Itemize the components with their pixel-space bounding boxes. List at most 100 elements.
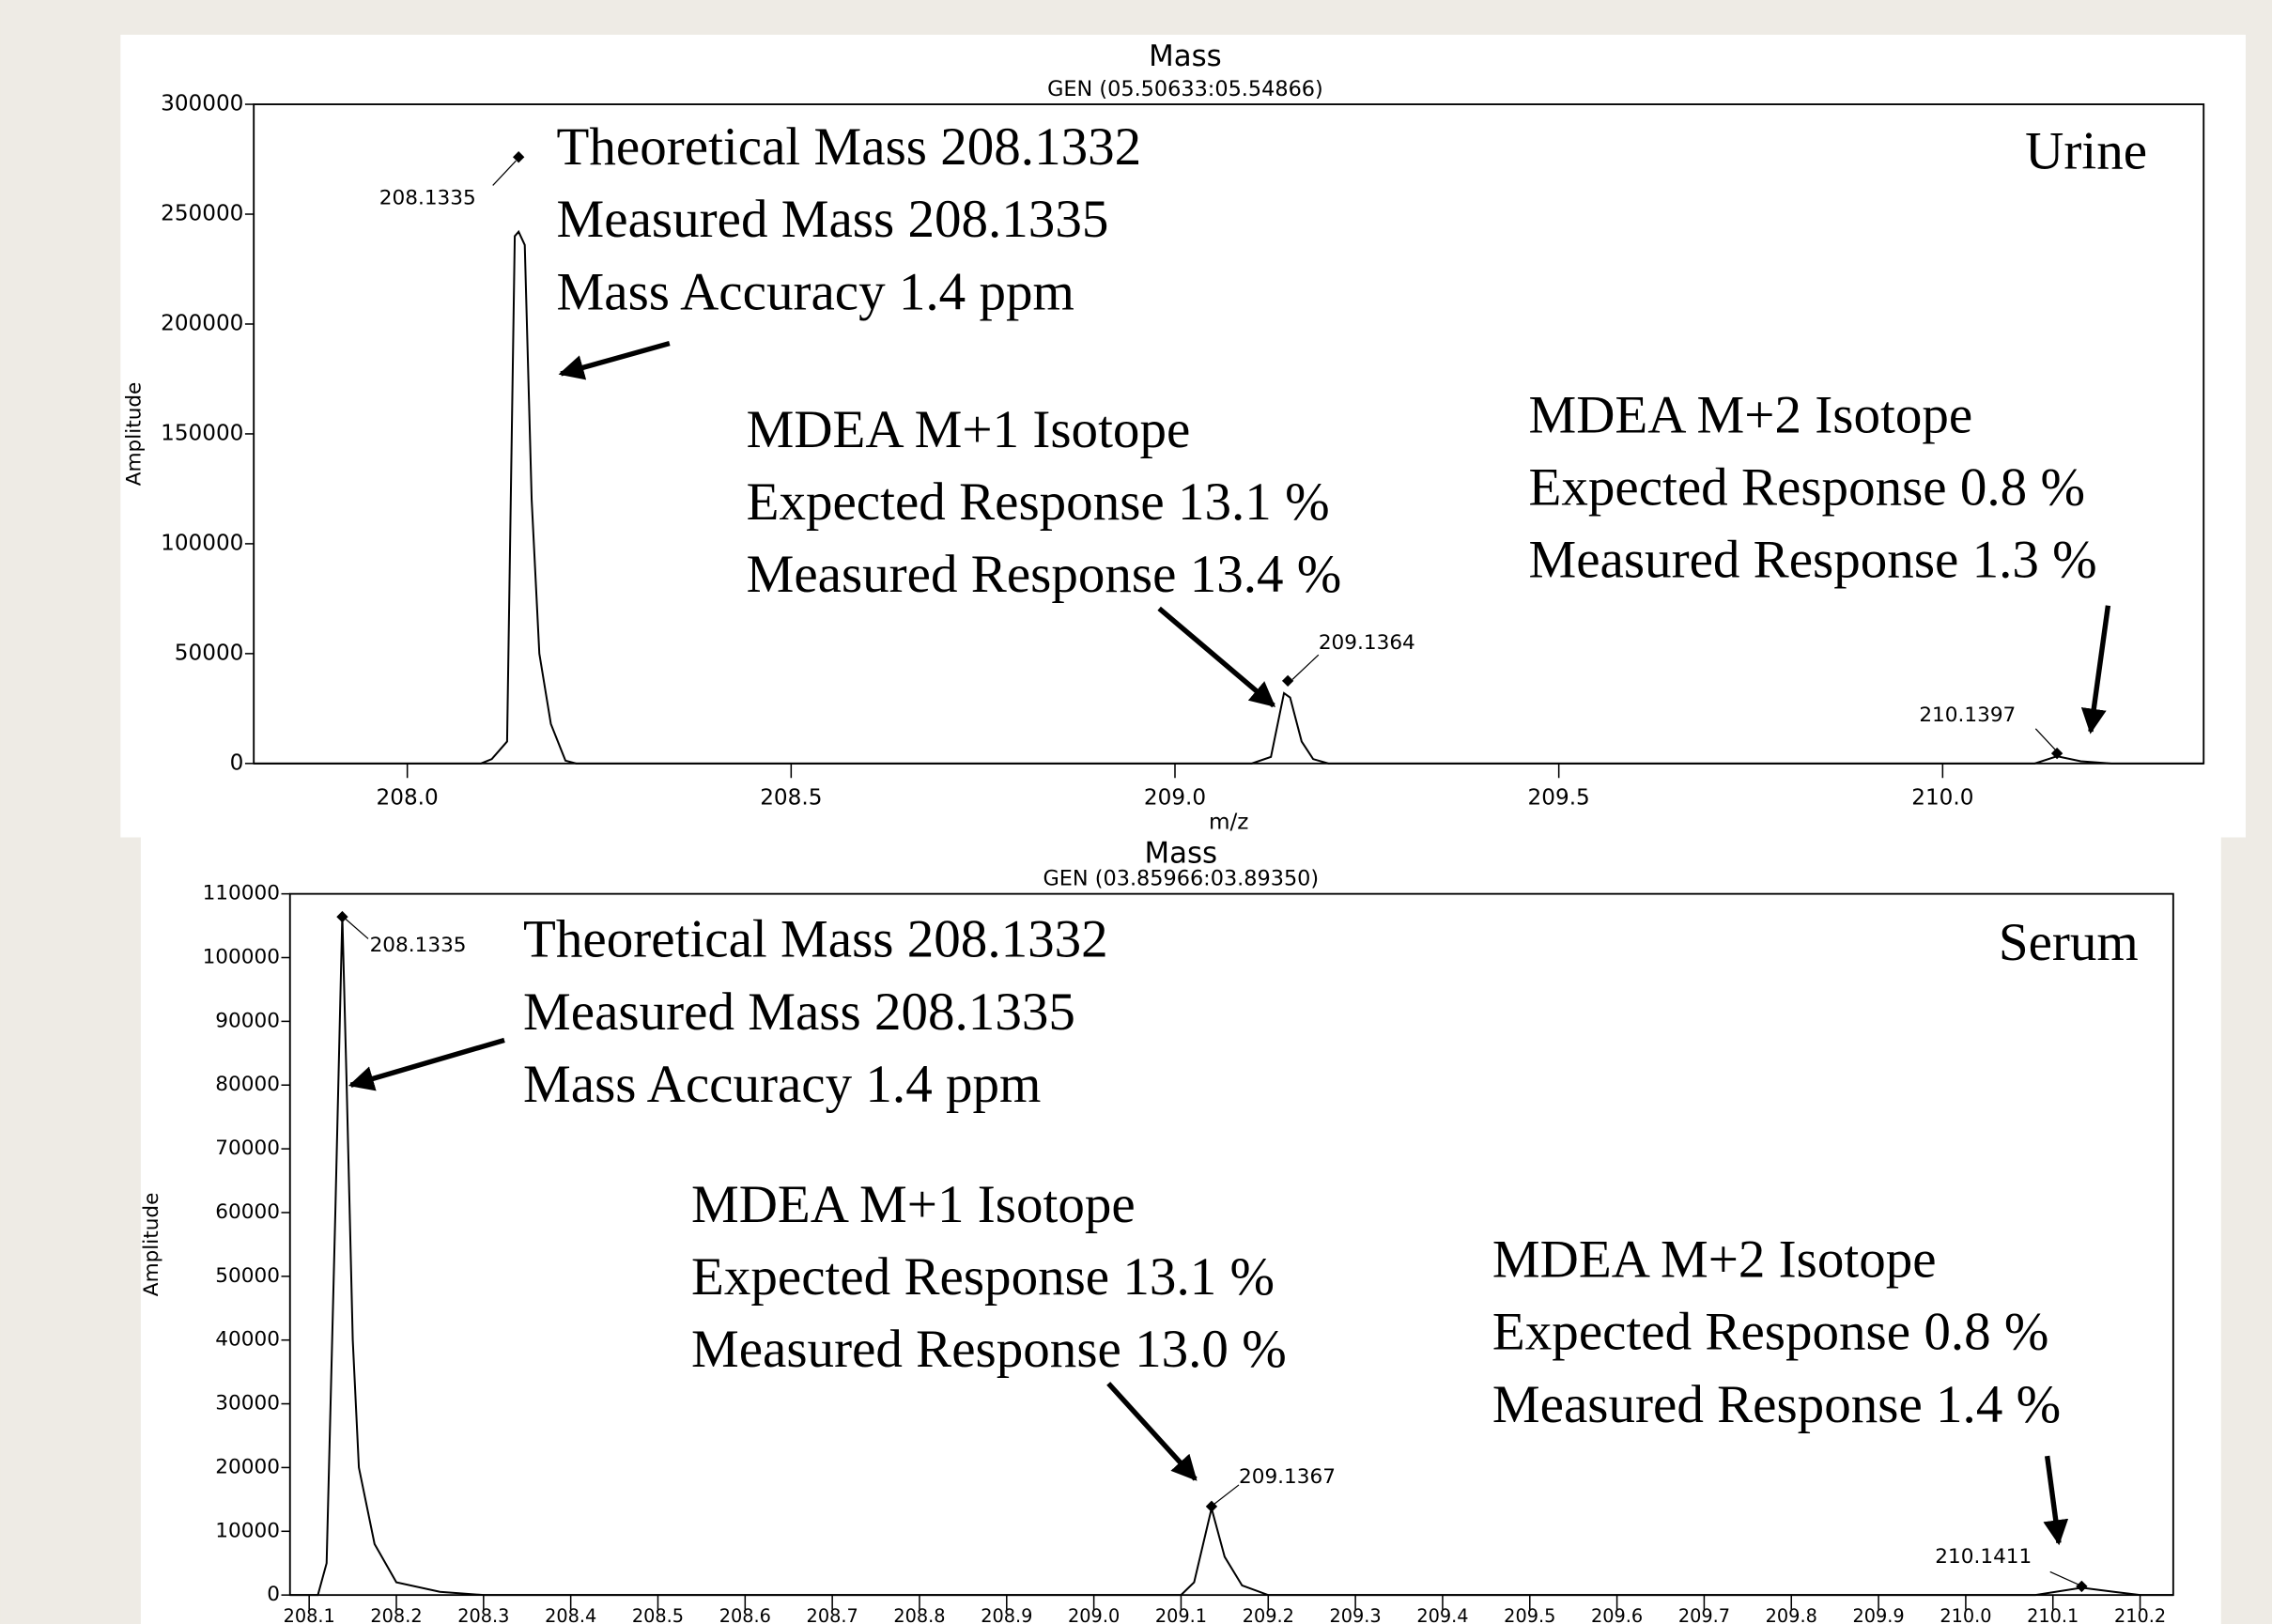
y-tick-label: 30000 — [215, 1392, 280, 1415]
x-tick-label: 208.9 — [981, 1605, 1032, 1624]
y-axis-label: Amplitude — [123, 382, 147, 487]
chart-subtitle: GEN (03.85966:03.89350) — [1043, 867, 1319, 891]
arrow — [1157, 606, 1276, 708]
arrow — [348, 1037, 505, 1091]
y-tick-label: 150000 — [161, 421, 243, 445]
sample-label: Serum — [1999, 913, 2139, 972]
arrow — [2043, 1455, 2069, 1546]
x-tick-label: 209.3 — [1330, 1605, 1382, 1624]
x-tick-label: 208.3 — [457, 1605, 509, 1624]
y-tick-label: 100000 — [203, 946, 280, 969]
y-tick-label: 20000 — [215, 1455, 280, 1478]
peak-label: 208.1335 — [370, 934, 467, 957]
annotation: Measured Response 1.4 % — [1492, 1375, 2061, 1434]
x-tick-label: 209.4 — [1416, 1605, 1468, 1624]
x-tick-label: 210.0 — [1911, 785, 1973, 810]
arrow — [2080, 605, 2111, 735]
x-tick-label: 209.5 — [1528, 785, 1590, 810]
peak-label: 209.1367 — [1239, 1465, 1336, 1489]
x-tick-label: 210.2 — [2114, 1605, 2166, 1624]
plot-frame — [288, 892, 2174, 1597]
x-tick-label: 209.2 — [1243, 1605, 1294, 1624]
peak-label: 208.1335 — [379, 186, 476, 209]
chart-title: Mass — [1145, 836, 1218, 870]
y-tick-label: 50000 — [215, 1264, 280, 1288]
peak-marker — [1205, 1500, 1218, 1512]
y-tick-label: 110000 — [203, 882, 280, 905]
x-tick-label: 208.0 — [377, 785, 439, 810]
x-tick-label: 208.5 — [760, 785, 822, 810]
annotation: MDEA M+2 Isotope — [1528, 385, 1972, 444]
x-tick-label: 209.9 — [1853, 1605, 1905, 1624]
peak-label: 210.1397 — [1919, 704, 2016, 727]
x-tick-label: 209.0 — [1144, 785, 1206, 810]
peak-leader — [344, 918, 369, 939]
x-tick-label: 208.4 — [545, 1605, 596, 1624]
x-tick-label: 210.0 — [1940, 1605, 1991, 1624]
y-tick-label: 50000 — [175, 641, 244, 665]
annotation: Mass Accuracy 1.4 ppm — [557, 262, 1074, 321]
peak-marker — [1281, 674, 1294, 688]
arrows — [348, 340, 2111, 1546]
y-tick-label: 90000 — [215, 1009, 280, 1032]
y-tick-label: 0 — [267, 1583, 280, 1606]
peak-leader — [492, 160, 517, 186]
panel — [120, 35, 2246, 838]
annotation: Measured Response 13.4 % — [747, 545, 1342, 604]
y-axis-label: Amplitude — [140, 1193, 163, 1297]
y-tick-label: 200000 — [161, 311, 243, 335]
peak-leader — [2034, 728, 2057, 751]
arrow — [1106, 1382, 1198, 1481]
sample-label: Urine — [2025, 122, 2147, 181]
annotation: Expected Response 13.1 % — [691, 1247, 1275, 1307]
x-tick-label: 210.1 — [2027, 1605, 2079, 1624]
annotation: Mass Accuracy 1.4 ppm — [523, 1055, 1041, 1114]
x-tick-label: 208.8 — [893, 1605, 945, 1624]
y-tick-label: 100000 — [161, 531, 243, 555]
y-tick-label: 40000 — [215, 1328, 280, 1352]
chart-title: Mass — [1149, 39, 1222, 73]
x-tick-label: 209.0 — [1068, 1605, 1120, 1624]
annotation: Expected Response 0.8 % — [1528, 458, 2085, 518]
x-tick-label: 209.8 — [1766, 1605, 1817, 1624]
peak-label: 209.1364 — [1319, 631, 1415, 655]
peak-leader — [1212, 1484, 1240, 1507]
arrow — [558, 340, 671, 380]
peak-label: 210.1411 — [1935, 1545, 2032, 1569]
y-tick-label: 300000 — [161, 92, 243, 116]
y-tick-label: 10000 — [215, 1519, 280, 1542]
y-tick-label: 250000 — [161, 202, 243, 226]
x-tick-label: 209.6 — [1591, 1605, 1643, 1624]
annotation: Expected Response 13.1 % — [747, 472, 1330, 532]
peak-marker — [336, 910, 348, 923]
x-tick-label: 208.6 — [719, 1605, 771, 1624]
peak-leader — [2049, 1570, 2079, 1585]
y-tick-label: 80000 — [215, 1073, 280, 1096]
spectrum-line — [254, 229, 2204, 765]
peak-marker — [513, 151, 525, 163]
y-tick-label: 0 — [230, 750, 244, 775]
peak-leader — [1291, 654, 1320, 680]
chart-subtitle: GEN (05.50633:05.54866) — [1047, 77, 1323, 101]
x-tick-label: 209.5 — [1504, 1605, 1555, 1624]
panel — [140, 837, 2221, 1624]
x-tick-label: 208.1 — [284, 1605, 335, 1624]
annotation: MDEA M+1 Isotope — [691, 1175, 1136, 1234]
annotation: Measured Response 13.0 % — [691, 1320, 1287, 1379]
annotation: Theoretical Mass 208.1332 — [523, 910, 1108, 969]
x-axis-label: m/z — [1209, 811, 1248, 835]
annotation: Measured Response 1.3 % — [1528, 531, 2096, 590]
annotation: Measured Mass 208.1335 — [523, 982, 1075, 1042]
x-tick-label: 208.2 — [370, 1605, 422, 1624]
annotation: MDEA M+1 Isotope — [747, 400, 1191, 459]
spectrum-line — [289, 915, 2173, 1597]
x-tick-label: 208.7 — [807, 1605, 858, 1624]
x-tick-label: 209.7 — [1678, 1605, 1730, 1624]
annotation: Measured Mass 208.1335 — [557, 190, 1109, 249]
x-tick-label: 209.1 — [1155, 1605, 1207, 1624]
annotation: MDEA M+2 Isotope — [1492, 1230, 1937, 1290]
x-tick-label: 208.5 — [632, 1605, 684, 1624]
peak-marker — [2076, 1580, 2088, 1593]
y-tick-label: 70000 — [215, 1137, 280, 1160]
